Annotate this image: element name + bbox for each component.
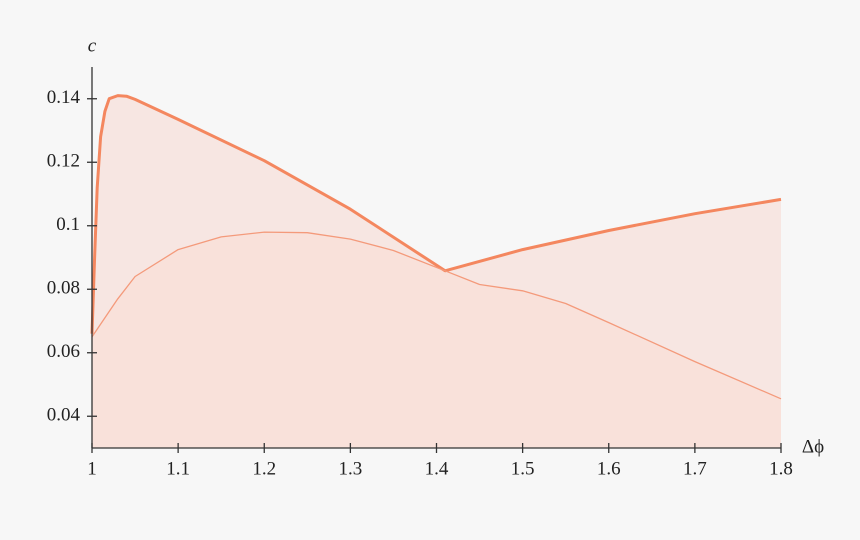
y-axis-label: c bbox=[88, 35, 97, 56]
series-line bbox=[91, 231, 782, 400]
y-tick-label: 0.12 bbox=[47, 151, 80, 172]
x-tick-label: 1.4 bbox=[425, 458, 449, 479]
x-tick-label: 1.5 bbox=[511, 458, 535, 479]
y-tick-label: 0.1 bbox=[56, 214, 80, 235]
x-tick-label: 1.2 bbox=[252, 458, 276, 479]
y-tick-label: 0.14 bbox=[47, 87, 81, 108]
x-tick-label: 1.1 bbox=[166, 458, 190, 479]
y-tick-label: 0.06 bbox=[47, 341, 80, 362]
x-tick-label: 1.7 bbox=[683, 458, 707, 479]
y-tick-label: 0.04 bbox=[47, 405, 81, 426]
x-axis-label: Δϕ bbox=[802, 436, 824, 457]
x-tick-label: 1.8 bbox=[769, 458, 793, 479]
x-tick-label: 1.6 bbox=[597, 458, 621, 479]
x-tick-label: 1 bbox=[87, 458, 97, 479]
y-tick-label: 0.08 bbox=[47, 278, 80, 299]
series-line bbox=[90, 94, 782, 334]
x-tick-label: 1.3 bbox=[339, 458, 363, 479]
area-fill bbox=[92, 232, 781, 448]
